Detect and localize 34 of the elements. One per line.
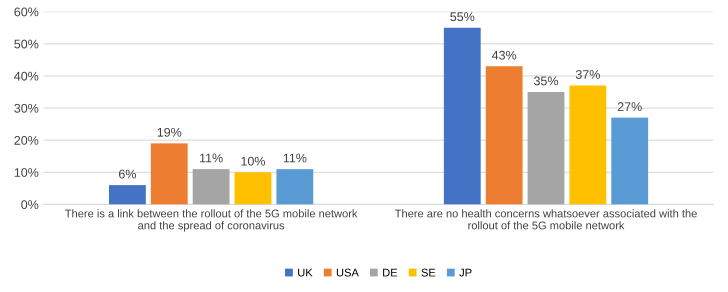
legend-label: DE [383,268,398,276]
data-label: 10% [241,156,266,166]
legend-label: JP [459,268,472,277]
data-label: 37% [576,70,600,79]
bar [528,92,564,204]
y-tick-label: 60% [14,7,38,16]
bar [444,28,481,204]
data-label: 27% [618,102,642,111]
data-label: 43% [492,50,516,60]
bar [192,169,230,204]
data-label: 55% [450,12,474,22]
y-tick-label: 50% [14,40,38,48]
y-tick-label: 40% [14,72,38,81]
bar [150,143,188,204]
y-tick-label: 0% [21,200,38,210]
bar [611,118,648,204]
data-label: 19% [158,128,182,137]
y-tick-label: 10% [14,168,38,177]
x-tick-label: There are no health concerns whatsoever associated with the rollout of the 5G mobile network [394,209,697,230]
x-tick-label: There is a link between the rollout of the 5G mobile network and the spread of coronavirus [65,209,358,232]
y-tick-label: 20% [14,136,38,145]
data-label: 35% [534,76,558,86]
legend-label: SE [421,268,436,277]
y-tick-label: 30% [14,104,38,113]
data-label: 11% [284,154,306,162]
bar [486,66,523,204]
bar [569,86,606,204]
bar [108,185,146,204]
legend-label: USA [336,268,359,277]
legend-label: UK [298,268,313,277]
data-label: 11% [200,154,223,162]
bar [234,172,272,204]
data-label: 6% [119,170,136,178]
bar [276,169,314,204]
